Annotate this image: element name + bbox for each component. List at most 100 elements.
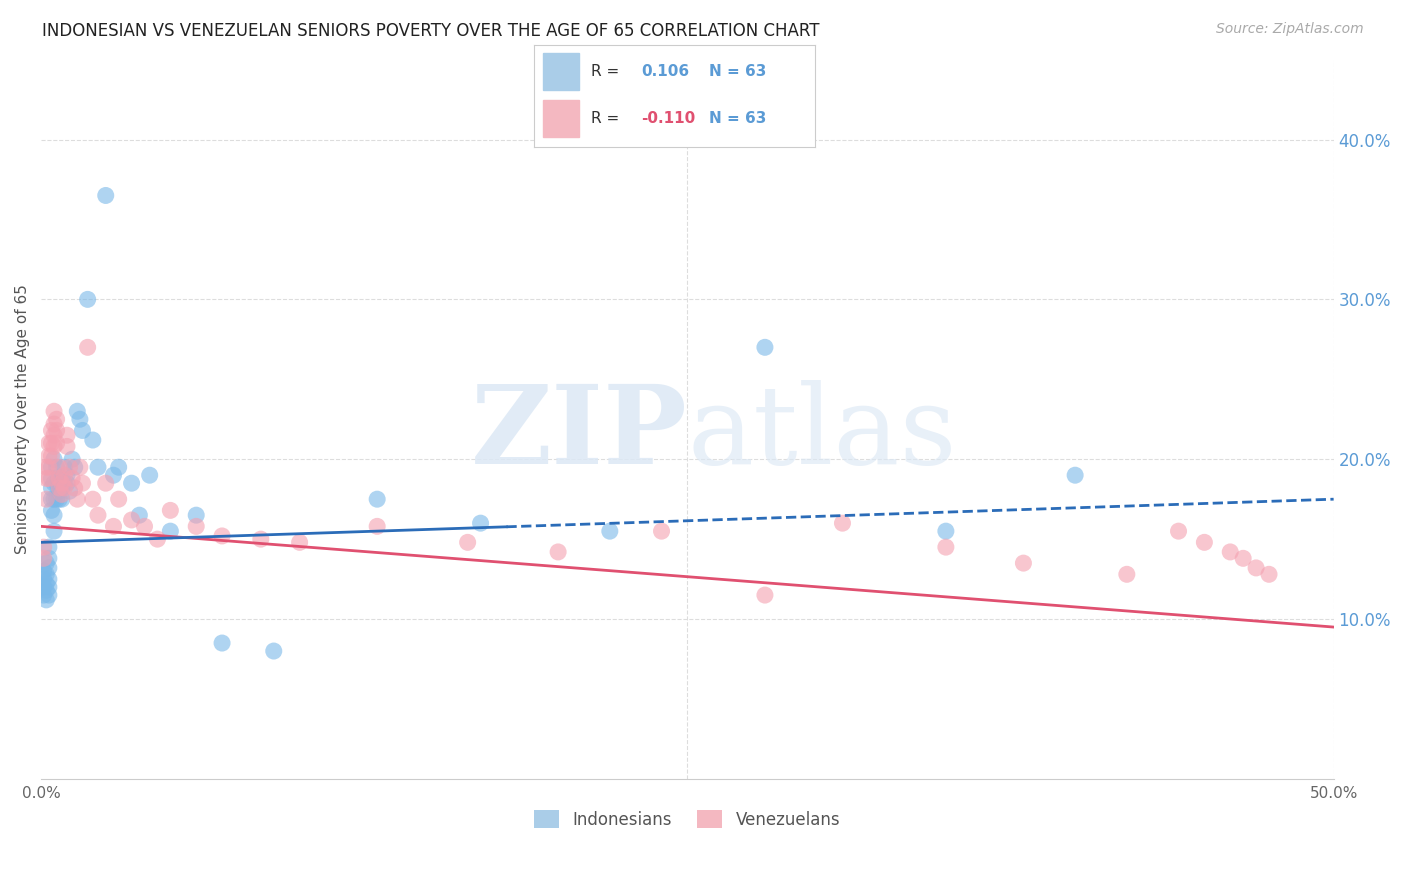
Point <box>35 583 58 598</box>
Point <box>41 492 63 507</box>
Point <box>94 188 117 202</box>
Point <box>51 492 73 507</box>
Point <box>76 340 98 354</box>
Point <box>42 524 65 538</box>
Point <box>53 476 76 491</box>
Point <box>48 471 70 485</box>
Point <box>60 471 83 485</box>
Point <box>42 428 65 442</box>
Point <box>48 484 70 499</box>
Point <box>35 492 58 507</box>
Point <box>121 476 143 491</box>
Point <box>831 516 853 531</box>
Point <box>45 460 67 475</box>
Point <box>41 460 63 475</box>
Point <box>103 468 125 483</box>
Point <box>48 492 70 507</box>
Point <box>1167 524 1189 538</box>
Point <box>935 524 957 538</box>
Point <box>38 551 60 566</box>
Point <box>250 532 273 546</box>
Point <box>69 460 91 475</box>
Point <box>42 452 65 467</box>
Point <box>457 535 479 549</box>
Point <box>42 417 65 431</box>
Point <box>1258 567 1281 582</box>
Point <box>38 561 60 575</box>
Point <box>146 532 169 546</box>
Point <box>76 293 98 307</box>
Text: Source: ZipAtlas.com: Source: ZipAtlas.com <box>1216 22 1364 37</box>
Y-axis label: Seniors Poverty Over the Age of 65: Seniors Poverty Over the Age of 65 <box>15 285 30 554</box>
Point <box>1115 567 1137 582</box>
Point <box>38 449 60 463</box>
Point <box>935 540 957 554</box>
Point <box>754 340 776 354</box>
Point <box>63 460 86 475</box>
Point <box>38 580 60 594</box>
Point <box>48 460 70 475</box>
Point <box>51 471 73 485</box>
Point <box>48 476 70 491</box>
Point <box>38 572 60 586</box>
Point <box>41 503 63 517</box>
Point <box>72 424 94 438</box>
Point <box>69 412 91 426</box>
Point <box>128 508 150 523</box>
Point <box>45 412 67 426</box>
Point <box>87 508 110 523</box>
Point <box>38 471 60 485</box>
Point <box>186 519 208 533</box>
Point <box>35 471 58 485</box>
Point <box>35 577 58 591</box>
Point <box>60 452 83 467</box>
Point <box>1219 545 1241 559</box>
Point <box>32 580 55 594</box>
Point <box>159 524 181 538</box>
Point <box>159 503 181 517</box>
Point <box>134 519 156 533</box>
Point <box>66 404 89 418</box>
Point <box>38 588 60 602</box>
Point <box>599 524 621 538</box>
Point <box>38 436 60 450</box>
Point <box>66 492 89 507</box>
Point <box>32 551 55 566</box>
FancyBboxPatch shape <box>543 100 579 137</box>
Text: R =: R = <box>591 111 624 126</box>
Point <box>288 535 311 549</box>
Point <box>1064 468 1087 483</box>
Point <box>41 471 63 485</box>
Text: 0.106: 0.106 <box>641 63 689 78</box>
Point <box>138 468 160 483</box>
Point <box>42 404 65 418</box>
Text: N = 63: N = 63 <box>709 111 766 126</box>
Text: INDONESIAN VS VENEZUELAN SENIORS POVERTY OVER THE AGE OF 65 CORRELATION CHART: INDONESIAN VS VENEZUELAN SENIORS POVERTY… <box>42 22 820 40</box>
Point <box>211 636 233 650</box>
Point <box>186 508 208 523</box>
Point <box>366 492 388 507</box>
Point <box>42 508 65 523</box>
Point <box>38 540 60 554</box>
Point <box>41 449 63 463</box>
Point <box>42 492 65 507</box>
Point <box>32 540 55 554</box>
Point <box>58 484 80 499</box>
Point <box>56 428 79 442</box>
Point <box>1244 561 1267 575</box>
Point <box>42 476 65 491</box>
Point <box>42 439 65 453</box>
Point <box>1232 551 1254 566</box>
Point <box>45 492 67 507</box>
Point <box>121 513 143 527</box>
Point <box>754 588 776 602</box>
Point <box>1194 535 1216 549</box>
Point <box>35 460 58 475</box>
Point <box>51 481 73 495</box>
Point <box>107 492 129 507</box>
Point <box>58 460 80 475</box>
Point <box>45 436 67 450</box>
Point <box>103 519 125 533</box>
Point <box>56 468 79 483</box>
Point <box>51 476 73 491</box>
